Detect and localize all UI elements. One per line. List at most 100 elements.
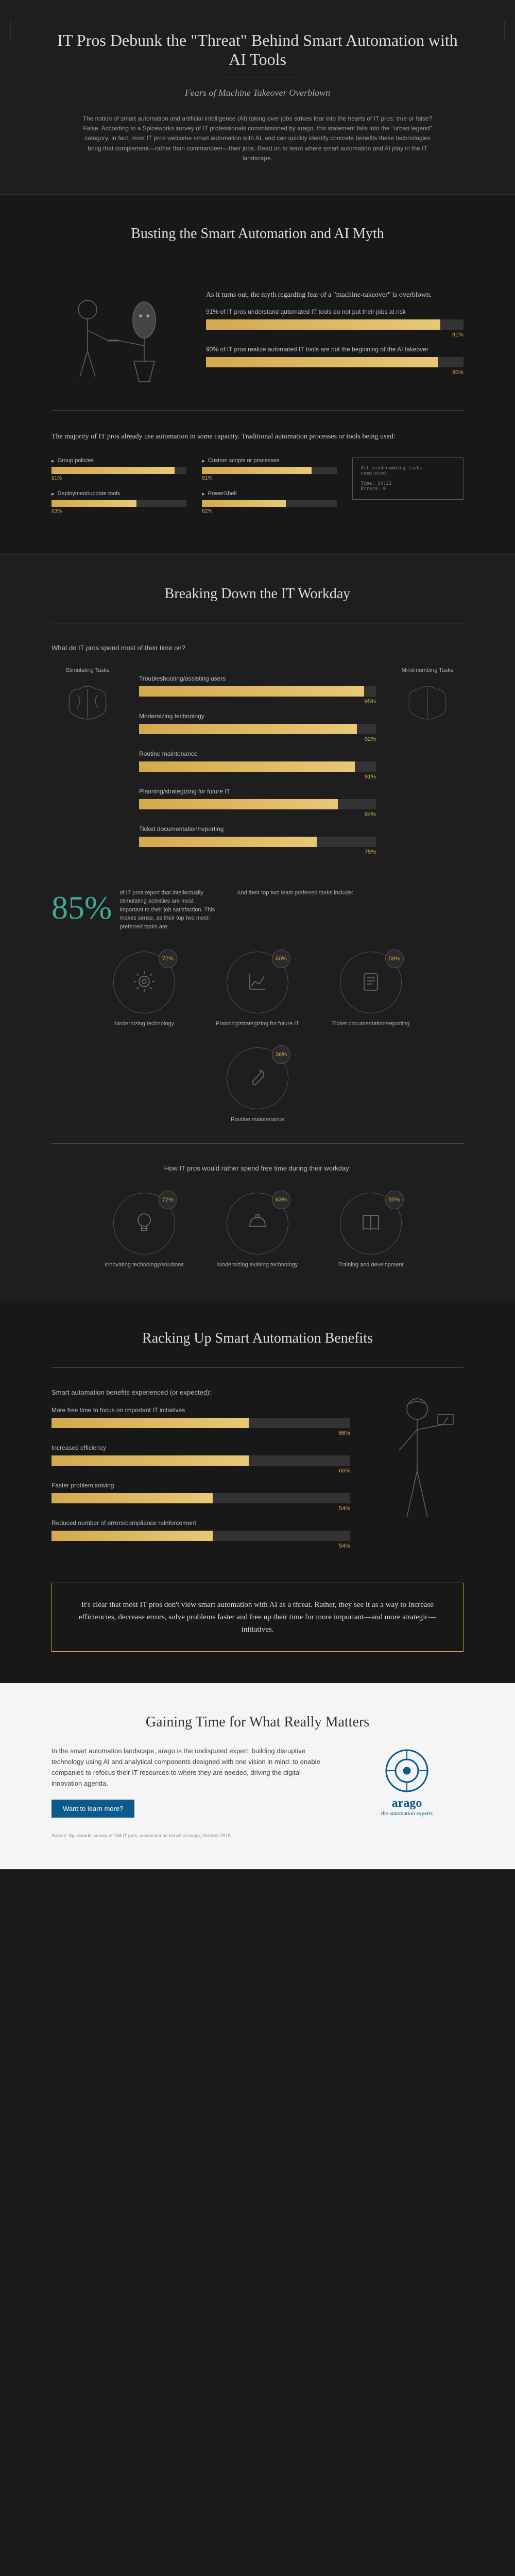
circle-item: 72% Innovating technology/solutions [98, 1193, 191, 1268]
bar-item: Reduced number of errors/compliance rein… [52, 1519, 350, 1549]
bar-fill [202, 467, 311, 474]
bar-label: Planning/strategizing for future IT [139, 788, 376, 795]
subtitle: Fears of Machine Takeover Overblown [52, 88, 464, 98]
divider [52, 410, 464, 411]
handshake-illustration [52, 284, 185, 389]
circle-label: Training and development [324, 1262, 417, 1268]
section-heading: Breaking Down the IT Workday [52, 586, 464, 602]
bar-item: Ticket documentation/reporting 75% [139, 825, 376, 855]
logo-name: arago [350, 1797, 464, 1810]
circle-pct: 72% [159, 950, 177, 968]
bar-pct: 75% [139, 849, 376, 855]
bar-item: 91% of IT pros understand automated IT t… [206, 308, 464, 338]
circle-item: 55% Training and development [324, 1193, 417, 1268]
circle-item: 36% Routine maintenance [211, 1047, 304, 1123]
bar-fill [52, 1493, 213, 1503]
bar-track [52, 1531, 350, 1541]
circle-label: Modernizing technology [98, 1021, 191, 1027]
bar-track [202, 467, 337, 474]
bar-track [139, 686, 376, 697]
brain-icon [399, 680, 456, 726]
circle-item: 59% Ticket documentation/reporting [324, 952, 417, 1027]
bar-pct: 62% [202, 509, 337, 514]
circle-icon-container: 60% [227, 952, 288, 1013]
section-heading: Racking Up Smart Automation Benefits [52, 1330, 464, 1347]
tools-intro: The majority of IT pros already use auto… [52, 431, 464, 442]
main-title: IT Pros Debunk the "Threat" Behind Smart… [52, 31, 464, 69]
bar-item: Routine maintenance 91% [139, 750, 376, 780]
circle-icon-container: 72% [113, 952, 175, 1013]
circle-label: Ticket documentation/reporting [324, 1021, 417, 1027]
bar-label: More free time to focus on important IT … [52, 1406, 350, 1414]
bar-pct: 95% [139, 699, 376, 705]
bar-fill [202, 500, 286, 507]
circle-label: Routine maintenance [211, 1116, 304, 1123]
circle-icon-container: 36% [227, 1047, 288, 1109]
arago-logo-icon [384, 1748, 430, 1794]
workday-question: What do IT pros spend most of their time… [52, 644, 464, 652]
bar-fill [139, 837, 317, 847]
circle-item: 72% Modernizing technology [98, 952, 191, 1027]
circle-icon-container: 59% [340, 952, 402, 1013]
bar-track [52, 1455, 350, 1466]
bar-track [202, 500, 337, 507]
bar-pct: 81% [202, 476, 337, 481]
benefits-section: Racking Up Smart Automation Benefits Sma… [0, 1299, 515, 1683]
person-illustration [371, 1388, 464, 1557]
source-text: Source: Spiceworks survey of 184 IT pros… [52, 1833, 464, 1838]
bar-track [139, 761, 376, 772]
bar-pct: 91% [52, 476, 186, 481]
bar-item: 90% of IT pros realize automated IT tool… [206, 346, 464, 376]
bar-item: Increased efficiency 66% [52, 1444, 350, 1474]
bar-pct: 54% [52, 1505, 350, 1512]
cta-button[interactable]: Want to learn more? [52, 1800, 134, 1818]
bar-item: Troubleshooting/assisting users 95% [139, 675, 376, 705]
gear-icon [131, 969, 157, 997]
mindnumbing-label: Mind-numbing Tasks [391, 667, 464, 673]
tool-label: ▸Custom scripts or processes [202, 457, 337, 464]
myth-intro: As it turns out, the myth regarding fear… [206, 290, 464, 300]
stat-text: of IT pros report that intellectually st… [119, 889, 216, 931]
bar-track [206, 319, 464, 330]
tool-label: ▸PowerShell [202, 490, 337, 497]
bar-track [139, 837, 376, 847]
callout-text: It's clear that most IT pros don't view … [79, 1601, 436, 1634]
bar-label: Troubleshooting/assisting users [139, 675, 376, 682]
logo-tagline: the automation experts [350, 1810, 464, 1817]
bar-pct: 90% [206, 369, 464, 376]
bar-fill [206, 357, 438, 367]
circle-pct: 36% [272, 1045, 290, 1064]
bar-label: Ticket documentation/reporting [139, 825, 376, 833]
section-heading: Busting the Smart Automation and AI Myth [52, 226, 464, 242]
bar-track [52, 1493, 350, 1503]
benefits-intro: Smart automation benefits experienced (o… [52, 1388, 350, 1396]
bar-label: 91% of IT pros understand automated IT t… [206, 308, 464, 315]
bar-fill [52, 1455, 249, 1466]
header-section: IT Pros Debunk the "Threat" Behind Smart… [0, 0, 515, 195]
bar-fill [139, 686, 364, 697]
bar-track [52, 467, 186, 474]
bar-track [206, 357, 464, 367]
intro-paragraph: The notion of smart automation and artif… [77, 114, 438, 163]
terminal-text: All mind-numbing tasks completed. Time: … [360, 466, 455, 492]
circle-pct: 63% [272, 1191, 290, 1209]
circle-label: Modernizing existing technology [211, 1262, 304, 1268]
arago-section: Gaining Time for What Really Matters In … [0, 1683, 515, 1869]
circle-item: 63% Modernizing existing technology [211, 1193, 304, 1268]
bar-fill [139, 799, 338, 809]
bar-track [52, 500, 186, 507]
circle-icon-container: 72% [113, 1193, 175, 1255]
least-intro: And their top two least preferred tasks … [237, 889, 464, 897]
bar-fill [52, 467, 175, 474]
decoration [464, 21, 505, 41]
bar-fill [52, 500, 136, 507]
circle-icon-container: 63% [227, 1193, 288, 1255]
bar-track [139, 799, 376, 809]
tool-item: ▸Deployment/update tools 63% [52, 490, 186, 514]
myth-section: Busting the Smart Automation and AI Myth… [0, 195, 515, 555]
bar-pct: 66% [52, 1430, 350, 1436]
bar-item: Modernizing technology 92% [139, 713, 376, 742]
bar-track [139, 724, 376, 734]
bar-fill [139, 724, 357, 734]
freetime-intro: How IT pros would rather spend free time… [52, 1164, 464, 1172]
